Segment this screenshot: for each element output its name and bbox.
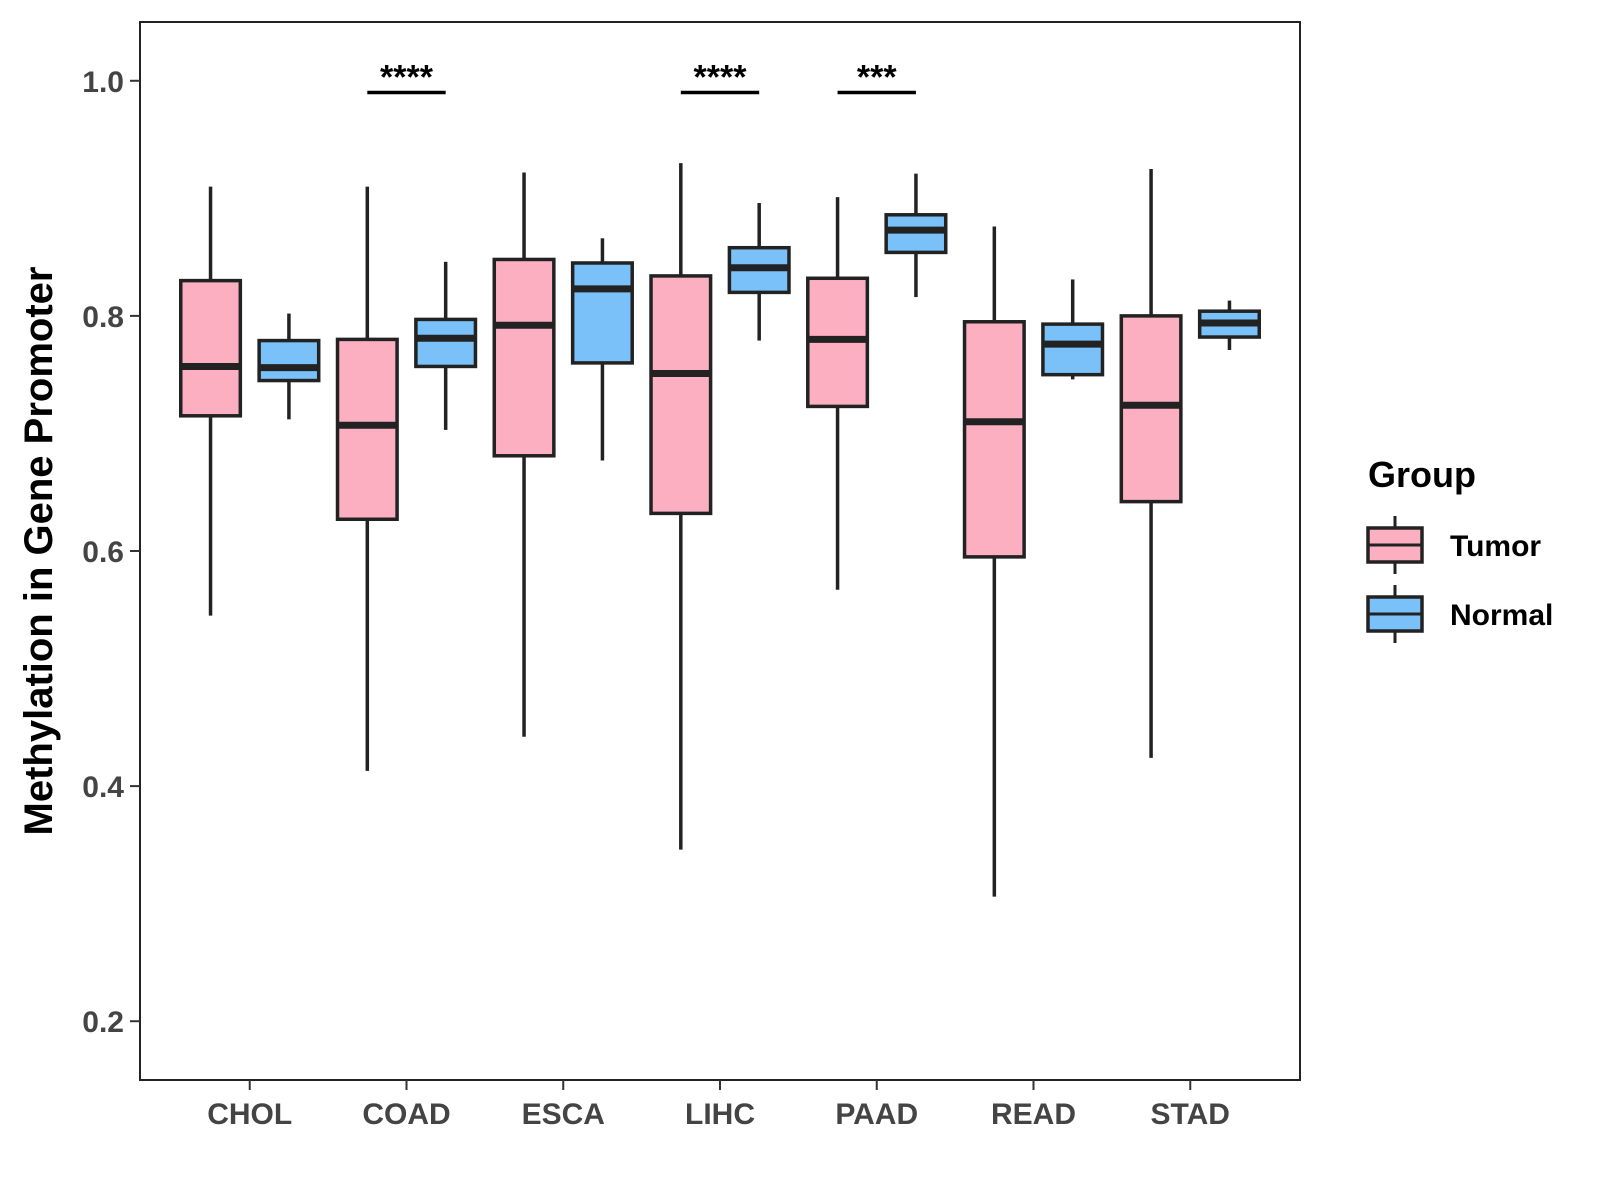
legend-item-tumor: Tumor: [1366, 516, 1541, 574]
box-tumor-read: [962, 226, 1026, 897]
box-iqr: [649, 274, 713, 516]
x-tick-label: READ: [991, 1098, 1076, 1131]
y-axis-title: Methylation in Gene Promoter: [17, 267, 61, 836]
y-tick-label: 0.4: [82, 771, 124, 804]
legend-title: Group: [1368, 454, 1476, 495]
box-normal-read: [1041, 279, 1105, 380]
legend-item-normal: Normal: [1366, 585, 1553, 643]
legend: Group Tumor Normal: [1366, 454, 1553, 643]
box-tumor-stad: [1119, 168, 1183, 758]
box-normal-stad: [1197, 300, 1261, 350]
x-tick-label: CHOL: [207, 1098, 292, 1131]
box-iqr: [179, 278, 243, 418]
box-iqr: [570, 261, 634, 365]
box-tumor-paad: [806, 197, 870, 590]
box-normal-esca: [570, 238, 634, 461]
y-tick-label: 0.2: [82, 1006, 124, 1039]
y-tick-label: 0.6: [82, 536, 124, 569]
box-iqr: [884, 213, 948, 255]
x-tick-label: PAAD: [835, 1098, 918, 1131]
box-iqr: [1119, 314, 1183, 504]
x-axis: CHOL COAD ESCA LIHC PAAD READ STAD: [207, 1080, 1230, 1131]
legend-item-label: Tumor: [1450, 530, 1541, 563]
box-iqr: [257, 338, 321, 383]
significance-annotations: **** **** ***: [367, 59, 916, 97]
box-iqr: [1041, 322, 1105, 377]
x-tick-label: COAD: [362, 1098, 450, 1131]
y-tick-label: 1.0: [82, 66, 124, 99]
x-tick-label: LIHC: [685, 1098, 755, 1131]
box-tumor-coad: [335, 186, 399, 771]
y-tick-label: 0.8: [82, 301, 124, 334]
x-tick-label: ESCA: [522, 1098, 605, 1131]
box-iqr: [335, 337, 399, 522]
significance-label: ****: [380, 59, 434, 97]
legend-item-label: Normal: [1450, 599, 1553, 632]
box-iqr: [962, 320, 1026, 559]
box-tumor-chol: [179, 186, 243, 616]
x-tick-label: STAD: [1151, 1098, 1230, 1131]
box-normal-chol: [257, 313, 321, 420]
box-tumor-esca: [492, 172, 556, 737]
box-normal-paad: [884, 173, 948, 298]
box-normal-coad: [414, 261, 478, 430]
y-axis: 0.2 0.4 0.6 0.8 1.0: [82, 66, 140, 1039]
box-layer: [179, 163, 1261, 897]
box-iqr: [492, 257, 556, 458]
significance-label: ***: [857, 59, 897, 97]
box-iqr: [414, 317, 478, 369]
plot-panel: [139, 21, 1301, 1081]
significance-label: ****: [694, 59, 748, 97]
box-tumor-lihc: [649, 163, 713, 850]
box-normal-lihc: [727, 203, 791, 341]
